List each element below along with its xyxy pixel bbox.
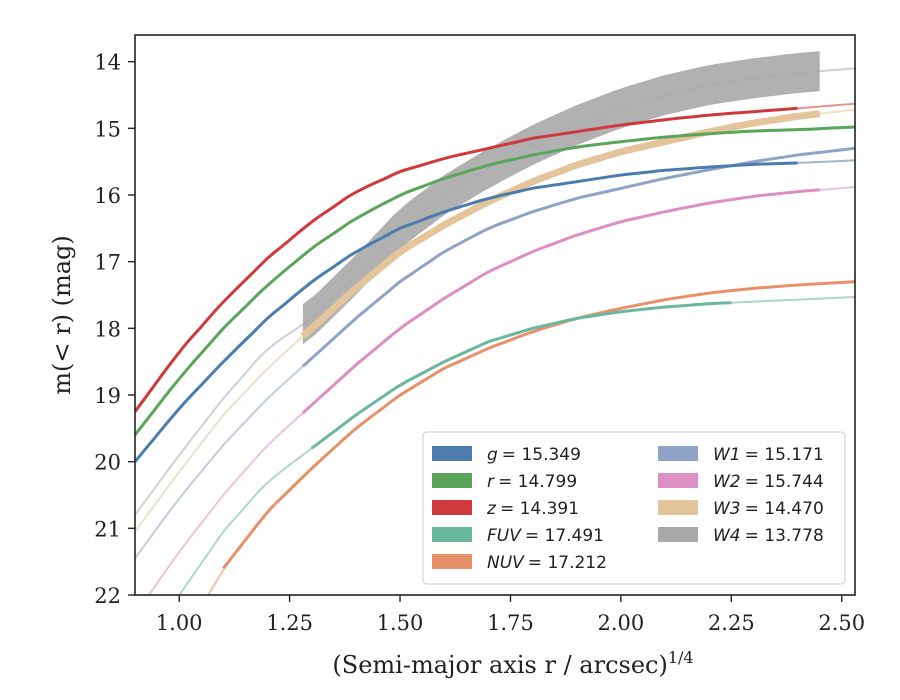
- x-tick-label: 2.00: [598, 611, 645, 635]
- y-tick-label: 15: [94, 117, 121, 141]
- legend-label-w3: W3 = 14.470: [713, 499, 824, 519]
- legend-swatch-w2: [658, 473, 698, 488]
- measured-curve-w3: [300, 110, 821, 339]
- y-tick-label: 16: [94, 184, 121, 208]
- x-tick-label: 1.00: [156, 611, 203, 635]
- x-axis-label: (Semi-major axis r / arcsec)1/4: [332, 648, 693, 679]
- y-tick-label: 21: [94, 517, 121, 541]
- y-tick-label: 19: [94, 384, 121, 408]
- legend-swatch-g: [432, 446, 472, 461]
- measured-curve-z: [135, 106, 798, 413]
- legend-label-w1: W1 = 15.171: [713, 445, 824, 465]
- x-axis-ticks: 1.00 1.25 1.50 1.75 2.00 2.25 2.50: [156, 595, 865, 635]
- x-tick-label: 1.50: [377, 611, 424, 635]
- legend-label-fuv: FUV = 17.491: [487, 526, 604, 546]
- measured-band-w4: [302, 51, 820, 345]
- legend: g = 15.349 r = 14.799 z = 14.391 FUV = 17.491 NU…: [422, 431, 846, 585]
- legend-swatch-nuv: [432, 554, 472, 569]
- legend-swatch-w4: [658, 527, 698, 542]
- legend-label-w2: W2 = 15.744: [713, 472, 824, 492]
- y-tick-label: 18: [94, 317, 121, 341]
- legend-swatch-fuv: [432, 527, 472, 542]
- measured-curve-g: [135, 161, 798, 463]
- y-axis-label: m(< r) (mag): [48, 235, 76, 394]
- x-tick-label: 2.25: [708, 611, 755, 635]
- legend-label-nuv: NUV = 17.212: [487, 553, 607, 573]
- legend-swatch-z: [432, 500, 472, 515]
- legend-swatch-w1: [658, 446, 698, 461]
- legend-label-r: r = 14.799: [487, 472, 577, 492]
- measured-curve-nuv: [222, 280, 855, 570]
- y-tick-label: 20: [94, 451, 121, 475]
- x-tick-label: 2.50: [818, 611, 865, 635]
- y-axis-ticks: 14 15 16 17 18 19 20 21 22: [94, 51, 135, 608]
- y-tick-label: 17: [94, 251, 121, 275]
- y-tick-label: 22: [94, 584, 121, 608]
- legend-swatch-w3: [658, 500, 698, 515]
- measured-curve-w2: [301, 188, 820, 415]
- plot-frame: [134, 34, 856, 596]
- legend-label-w4: W4 = 13.778: [713, 526, 824, 546]
- legend-label-g: g = 15.349: [487, 445, 581, 465]
- x-tick-label: 1.75: [487, 611, 534, 635]
- legend-swatch-r: [432, 473, 472, 488]
- measured-curve-r: [135, 125, 855, 436]
- measured-curve-w1: [301, 146, 855, 368]
- y-tick-label: 14: [94, 51, 121, 75]
- legend-box: [422, 431, 846, 585]
- measured-curve-fuv: [310, 301, 732, 450]
- curves-layer: [135, 51, 855, 595]
- x-tick-label: 1.25: [266, 611, 313, 635]
- legend-label-z: z = 14.391: [486, 499, 579, 519]
